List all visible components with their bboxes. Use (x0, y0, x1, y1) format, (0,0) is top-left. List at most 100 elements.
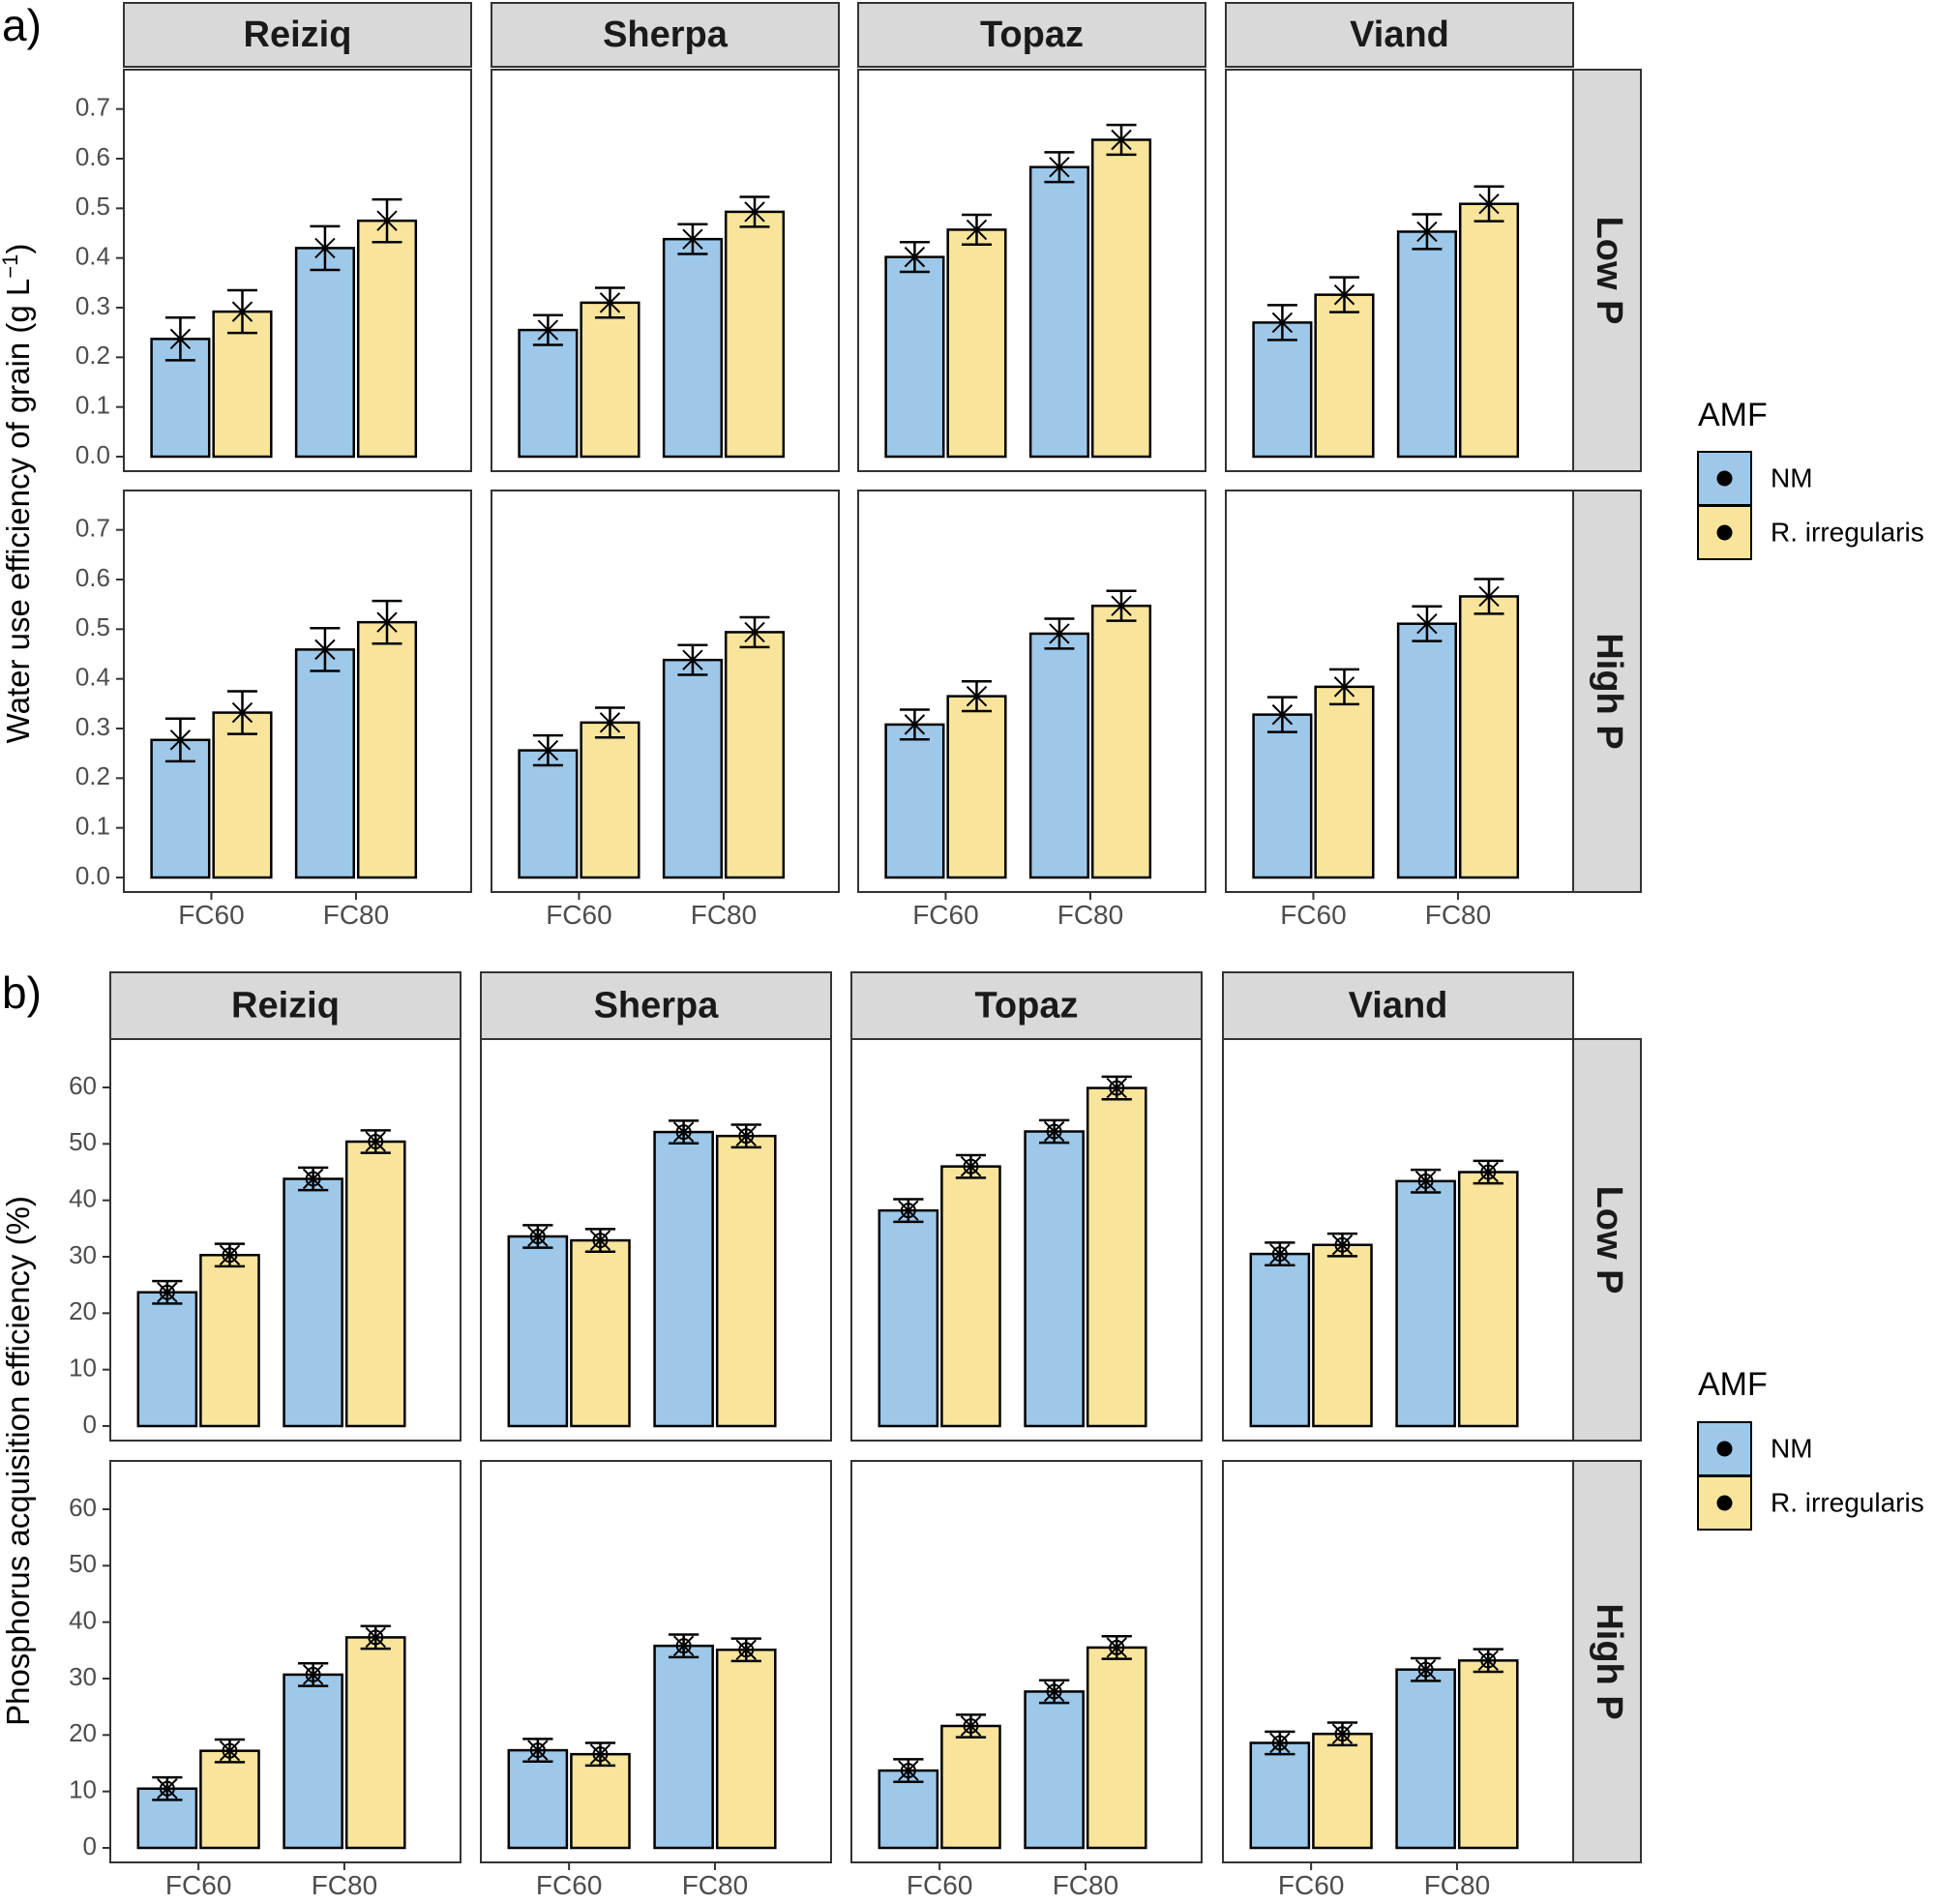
y-tick-label: 50 (69, 1127, 97, 1156)
mean-marker (1414, 1658, 1437, 1681)
x-tick-label: FC60 (1278, 1870, 1344, 1900)
bar-nm (1028, 632, 1089, 879)
mean-marker (1269, 1732, 1291, 1754)
x-tick-label: FC60 (165, 1870, 231, 1900)
bar-group (1458, 185, 1520, 459)
bar-group (570, 1228, 631, 1428)
bar-r-irregularis (1457, 1171, 1519, 1428)
bar-group (1312, 1232, 1373, 1428)
bar-group (1396, 605, 1457, 879)
bar-group (1312, 1721, 1373, 1850)
mean-marker (169, 729, 192, 751)
mean-marker (302, 1168, 324, 1190)
bar-nm (1395, 1668, 1456, 1850)
bar-nm (653, 1644, 714, 1850)
y-tick-label: 0.3 (75, 712, 110, 741)
bar-nm (662, 237, 723, 459)
mean-marker (744, 201, 765, 223)
bar-r-irregularis (1090, 604, 1152, 879)
mean-marker-circle (222, 1742, 238, 1759)
bar-nm (653, 1130, 714, 1428)
row-strip-label-high-p: High P (1589, 1603, 1629, 1719)
legend-swatch (1697, 505, 1752, 560)
mean-marker (898, 1760, 919, 1781)
bar-r-irregularis (580, 301, 640, 459)
mean-marker-circle (305, 1171, 321, 1187)
bar-r-irregularis (1314, 293, 1375, 459)
bar-group (518, 733, 579, 879)
mean-marker-circle (1417, 1173, 1434, 1189)
bar-nm (507, 1748, 569, 1850)
mean-marker-circle (738, 1642, 755, 1658)
strip-label-reiziq: Reiziq (244, 15, 352, 55)
bar-group (1249, 1241, 1311, 1428)
bar-group (1090, 123, 1152, 459)
bar-group (1252, 696, 1313, 879)
bar-r-irregularis (344, 1140, 406, 1428)
bar-r-irregularis (946, 228, 1007, 459)
legend-title: AMF (1698, 1366, 1768, 1403)
y-axis-label: Water use efficiency of grain (g L−1) (0, 244, 36, 744)
y-tick-label: 0.4 (75, 663, 110, 692)
bar-group (212, 288, 273, 459)
bar-group (1457, 1159, 1519, 1428)
y-axis-label-text: Phosphorus acquisition efficiency (%) (0, 1196, 36, 1726)
mean-marker (599, 712, 621, 733)
mean-marker (365, 1626, 386, 1649)
bar-group (580, 706, 640, 879)
bar-nm (1028, 165, 1089, 459)
mean-marker (682, 228, 703, 250)
legend-point-icon (1716, 1495, 1733, 1511)
mean-marker (169, 328, 192, 350)
panel-reiziq-high-p: 0.0 0.1 0.2 0.3 0.4 0.5 0.6 0.7 FC60 FC80 (75, 490, 472, 930)
panel-topaz-low-p (850, 1038, 1203, 1442)
bar-group (662, 223, 723, 459)
mean-marker (898, 1200, 919, 1221)
y-tick-label: 60 (69, 1493, 97, 1522)
legend-point-icon (1716, 524, 1733, 541)
mean-marker-circle (1334, 1236, 1351, 1253)
bar-r-irregularis (1457, 1659, 1519, 1850)
panel-sherpa-high-p: FC60 FC80 (491, 490, 840, 930)
strip-reiziq (123, 2, 472, 68)
bar-group (946, 213, 1007, 459)
y-tick-label: 20 (69, 1718, 97, 1747)
x-tick-label: FC80 (1057, 900, 1123, 930)
panel-viand-high-p: FC60 FC80 (1222, 1460, 1574, 1900)
y-axis-label-close: ) (0, 244, 36, 254)
y-tick-label: 30 (69, 1662, 97, 1691)
bar-group (878, 1198, 939, 1428)
mean-marker (1333, 676, 1355, 698)
x-tick-label: FC80 (1425, 900, 1491, 930)
mean-marker-circle (368, 1134, 384, 1149)
mean-marker (966, 685, 988, 707)
bar-r-irregularis (1314, 685, 1375, 879)
legend-label: R. irregularis (1771, 1487, 1924, 1517)
mean-marker (1043, 1120, 1065, 1143)
bar-group (940, 1713, 1001, 1850)
y-axis-label: Phosphorus acquisition efficiency (%) (0, 1196, 36, 1726)
bar-group (580, 286, 640, 459)
mean-marker (960, 1155, 982, 1177)
strip-sherpa (480, 971, 832, 1040)
mean-marker (302, 1664, 324, 1685)
bar-r-irregularis (1086, 1086, 1147, 1428)
row-strip-label-high-p: High P (1589, 633, 1629, 749)
chart-b-phosphorus-acquisition-efficiency: b) Phosphorus acquisition efficiency (%) R… (0, 967, 1924, 1900)
mean-marker-circle (159, 1284, 175, 1300)
strip-topaz (850, 971, 1203, 1040)
mean-marker (1111, 129, 1132, 151)
bar-r-irregularis (1086, 1646, 1147, 1850)
panel-label: b) (2, 967, 42, 1018)
mean-marker-circle (1480, 1652, 1497, 1669)
mean-marker (904, 714, 926, 735)
panel-sherpa-low-p (480, 1038, 832, 1442)
panel-reiziq-high-p: 0 10 20 30 40 50 60 FC60 FC80 (69, 1460, 461, 1900)
bar-group (1252, 304, 1313, 459)
bar-r-irregularis (570, 1752, 631, 1850)
bar-group (662, 643, 723, 879)
bar-nm (1396, 622, 1457, 879)
bar-nm (1249, 1252, 1311, 1428)
x-tick-label: FC80 (682, 1870, 748, 1900)
bar-group (1024, 1118, 1085, 1428)
